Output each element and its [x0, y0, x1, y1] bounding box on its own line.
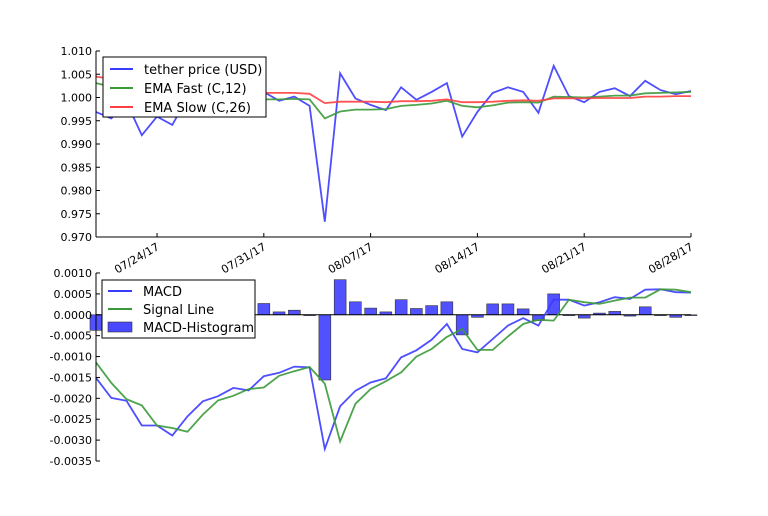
legend-macd: MACD Signal Line MACD-Histogram: [101, 279, 256, 339]
y-tick-label: -0.0025: [50, 413, 92, 426]
y-tick-label: 0.980: [61, 185, 93, 198]
legend-label: EMA Fast (C,12): [144, 82, 247, 97]
x-tick-label: 07/24/17: [112, 240, 161, 276]
histogram-bar: [318, 314, 332, 381]
x-tick-label: 08/14/17: [433, 240, 482, 276]
histogram-bar: [608, 311, 621, 315]
histogram-bar: [486, 303, 499, 316]
legend-price: tether price (USD) EMA Fast (C,12) EMA Slo…: [102, 56, 267, 118]
y-tick-label: -0.0035: [50, 455, 92, 468]
y-tick-label: 1.000: [61, 92, 93, 105]
y-tick-label: -0.0010: [50, 351, 92, 364]
legend-swatch: [107, 321, 133, 333]
y-tick-label: 1.010: [61, 45, 93, 58]
y-tick-label: -0.0020: [50, 392, 92, 405]
histogram-bar: [410, 308, 423, 316]
legend-label: tether price (USD): [144, 63, 262, 78]
histogram-bar: [364, 307, 377, 316]
y-tick-label: 0.0000: [54, 309, 93, 322]
y-tick-label: 0.995: [61, 115, 93, 128]
y-tick-label: -0.0030: [50, 434, 92, 447]
histogram-bar: [349, 301, 362, 316]
histogram-bar: [288, 309, 301, 316]
histogram-bar: [257, 303, 271, 316]
legend-label: MACD-Histogram: [143, 321, 254, 336]
series-line-signal-line: [95, 288, 692, 445]
histogram-bar: [425, 305, 438, 316]
y-tick-label: 0.970: [61, 231, 93, 244]
y-tick-label: 0.975: [61, 208, 93, 221]
legend-label: EMA Slow (C,26): [144, 101, 251, 116]
y-tick-label: 1.005: [61, 68, 93, 81]
histogram-bar: [516, 308, 530, 315]
histogram-bar: [394, 299, 408, 316]
price-panel: 1.010 1.005 1.000 0.995 0.990 0.985 0.980 0.975…: [61, 45, 696, 276]
x-tick-label: 08/21/17: [539, 240, 588, 276]
legend-label: MACD: [143, 285, 182, 300]
y-tick-label: -0.0015: [50, 371, 92, 384]
x-tick-label: 07/31/17: [219, 240, 268, 276]
y-tick-label: 0.990: [61, 138, 93, 151]
histogram-bar: [547, 293, 560, 316]
macd-panel: 0.0010 0.0005 0.0000 -0.0005 -0.0010 -0.0015 -…: [50, 267, 698, 468]
histogram-bar: [638, 306, 652, 315]
y-tick-label: 0.0005: [54, 288, 93, 301]
histogram-bar: [440, 301, 454, 316]
legend-label: Signal Line: [143, 303, 214, 318]
y-tick-label: 0.0010: [54, 267, 93, 280]
y-tick-label: 0.985: [61, 161, 93, 174]
x-tick-label: 08/28/17: [646, 240, 695, 276]
histogram-bar: [333, 279, 347, 316]
histogram-bar: [501, 303, 515, 316]
y-tick-label: -0.0005: [50, 330, 92, 343]
histogram-bar: [577, 314, 591, 319]
x-tick-label: 08/07/17: [326, 240, 375, 276]
